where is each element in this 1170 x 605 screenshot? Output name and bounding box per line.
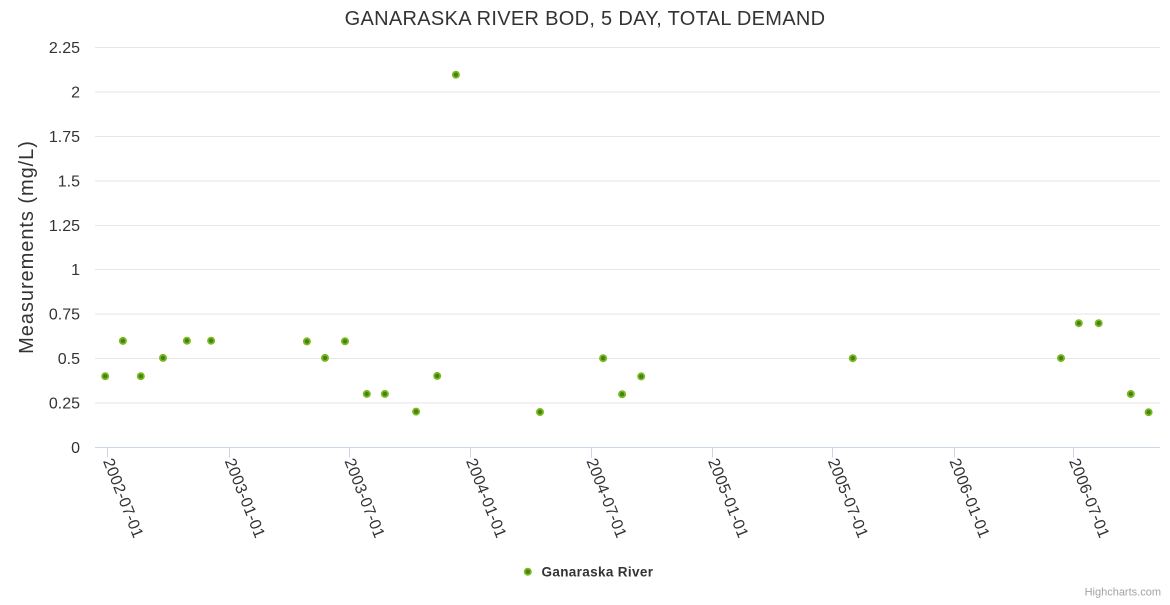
svg-text:0.25: 0.25 <box>49 396 80 413</box>
svg-text:0.5: 0.5 <box>58 351 80 368</box>
svg-text:GANARASKA RIVER BOD, 5 DAY, TO: GANARASKA RIVER BOD, 5 DAY, TOTAL DEMAND <box>345 8 826 30</box>
svg-text:1.5: 1.5 <box>58 173 80 190</box>
svg-text:2.25: 2.25 <box>49 40 80 57</box>
svg-text:1.75: 1.75 <box>49 129 80 146</box>
svg-text:0: 0 <box>71 440 80 457</box>
svg-text:0.75: 0.75 <box>49 307 80 324</box>
svg-text:1: 1 <box>71 262 80 279</box>
svg-text:Measurements (mg/L): Measurements (mg/L) <box>16 140 38 354</box>
svg-text:1.25: 1.25 <box>49 218 80 235</box>
svg-text:2: 2 <box>71 85 80 102</box>
svg-text:Highcharts.com: Highcharts.com <box>1085 587 1161 599</box>
svg-text:Ganaraska River: Ganaraska River <box>542 565 654 580</box>
